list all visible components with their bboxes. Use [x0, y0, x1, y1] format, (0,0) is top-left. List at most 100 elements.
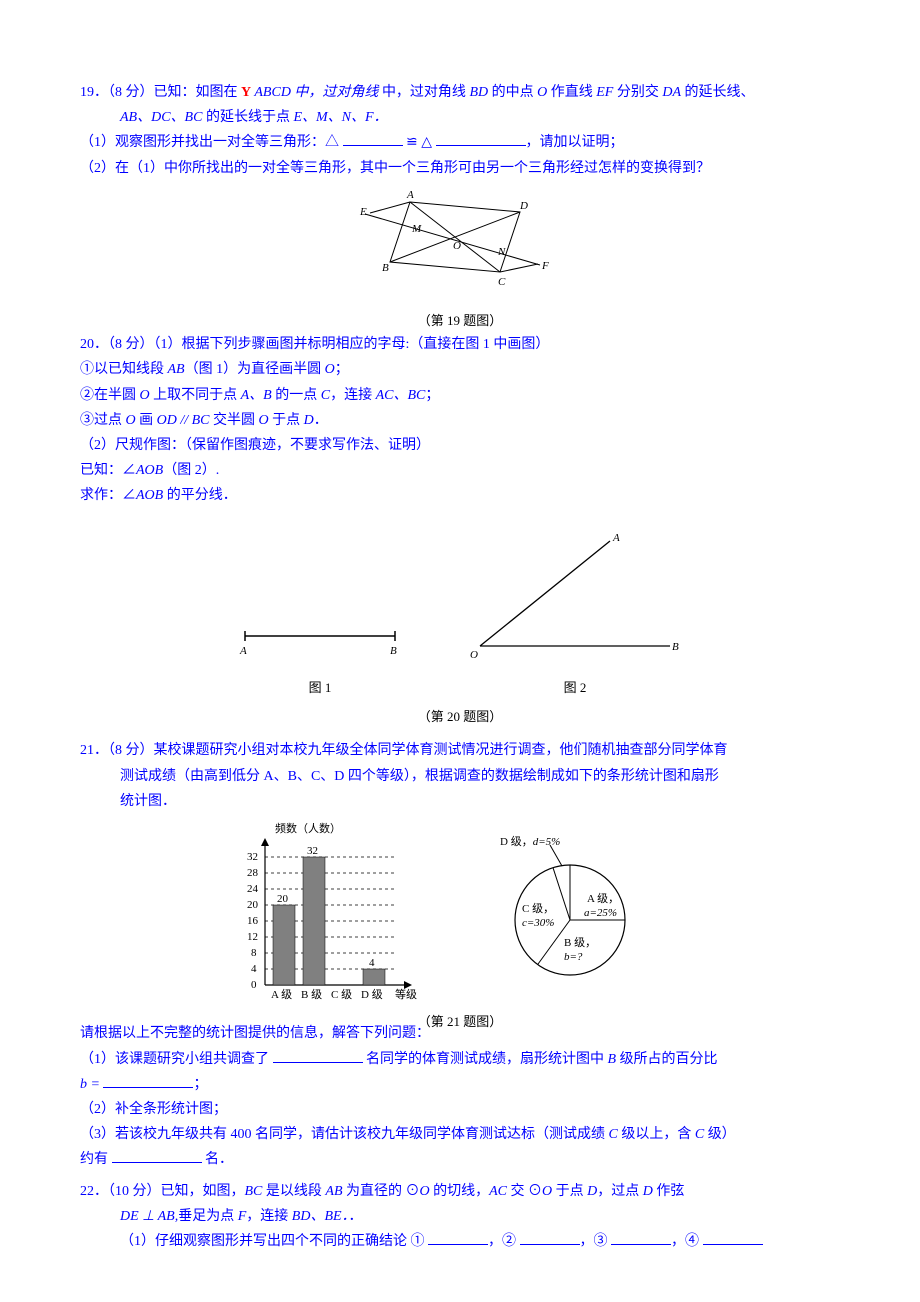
svg-text:4: 4 [251, 963, 257, 975]
q21-p3: （3）若该校九年级共有 400 名同学，请估计该校九年级同学体育测试达标（测试成… [80, 1122, 840, 1147]
q21: 21．（8 分）某校课题研究小组对本校九年级全体同学体育测试情况进行调查，他们随… [80, 738, 840, 814]
fig20-2: O B A 图 2 [460, 526, 690, 699]
q20-l1: 20．（8 分）（1）根据下列步骤画图并标明相应的字母:（直接在图 1 中画图） [80, 332, 840, 357]
text: 的延长线、 [681, 85, 755, 100]
blank-est[interactable] [112, 1148, 202, 1163]
pie-C1: C 级， [522, 902, 554, 915]
text: O [537, 85, 547, 100]
pie-C2: c=30% [522, 917, 554, 929]
q22: 22．（10 分）已知，如图，BC 是以线段 AB 为直径的 ⊙O 的切线，AC… [80, 1179, 840, 1255]
svg-text:0: 0 [251, 979, 257, 991]
q20-l2: ①以已知线段 AB（图 1）为直径画半圆 O； [80, 357, 840, 382]
bar-B [303, 857, 325, 985]
fig20-row: A B 图 1 O B A 图 2 [80, 526, 840, 699]
blank-4[interactable] [703, 1230, 763, 1245]
q19-p1: （1）观察图形并找出一对全等三角形：△ ≌ △ ，请加以证明； [80, 130, 840, 155]
q21-l3: 统计图． [80, 789, 840, 814]
q19-line1: 19．（8 分）已知：如图在 Y ABCD 中，过对角线 中，过对角线 BD 的… [80, 80, 840, 105]
pie-B1: B 级， [564, 936, 596, 949]
q20-l4: ③过点 O 画 OD // BC 交半圆 O 于点 D． [80, 408, 840, 433]
text: 作直线 [547, 85, 596, 100]
lbl: B [672, 641, 679, 653]
text: 19．（8 分）已知：如图在 [80, 85, 241, 100]
fig19-caption: （第 19 题图） [80, 309, 840, 332]
q21-l2: 测试成绩（由高到低分 A、B、C、D 四个等级），根据调查的数据绘制成如下的条形… [80, 764, 840, 789]
lbl-D: D [519, 200, 528, 212]
text: 中，过对角线 [382, 85, 470, 100]
blank-1[interactable] [428, 1230, 488, 1245]
pie-B2: b=? [564, 951, 583, 963]
lbl-C: C [498, 276, 506, 288]
q19-line2: AB、DC、BC 的延长线于点 E、M、N、F． [80, 105, 840, 130]
q21-p3b: 约有 名． [80, 1147, 840, 1172]
fig20-2-svg: O B A [460, 526, 690, 666]
q19: 19．（8 分）已知：如图在 Y ABCD 中，过对角线 中，过对角线 BD 的… [80, 80, 840, 181]
pie-A1: A 级， [587, 892, 619, 905]
val-A: 20 [277, 893, 289, 905]
lbl: O [470, 649, 478, 661]
q20: 20．（8 分）（1）根据下列步骤画图并标明相应的字母:（直接在图 1 中画图）… [80, 332, 840, 508]
lbl-F: F [541, 260, 549, 272]
fig20-caption: （第 20 题图） [80, 705, 840, 728]
text: BD [469, 85, 488, 100]
lbl-O: O [453, 240, 461, 252]
text: 分别交 [613, 85, 662, 100]
lbl-E: E [359, 206, 367, 218]
svg-text:12: 12 [247, 931, 258, 943]
cat: D 级 [361, 988, 383, 1001]
lbl: A [239, 645, 247, 657]
val-D: 4 [369, 957, 375, 969]
lbl-M: M [411, 223, 422, 235]
pie-chart: D 级，d=5% A 级， a=25% C 级， c=30% B 级， b=? [465, 820, 695, 1010]
q20-l3: ②在半圆 O 上取不同于点 A、B 的一点 C，连接 AC、BC； [80, 383, 840, 408]
text: ABCD 中，过对角线 [251, 85, 382, 100]
text: ，请加以证明； [526, 135, 624, 150]
q22-l2: DE ⊥ AB,垂足为点 F，连接 BD、BE．． [80, 1204, 840, 1229]
parallelogram-symbol: Y [241, 85, 251, 100]
fig20-1-svg: A B [230, 616, 410, 666]
text: EF [596, 85, 613, 100]
q21-p1b: b = ； [80, 1072, 840, 1097]
fig19-wrap: A D B C E F M N O [80, 187, 840, 307]
svg-text:28: 28 [247, 867, 259, 879]
bar-D [363, 969, 385, 985]
svg-text:32: 32 [247, 851, 258, 863]
lbl-B: B [382, 262, 389, 274]
q20-l5: （2）尺规作图：（保留作图痕迹，不要求写作法、证明） [80, 433, 840, 458]
text: （1）观察图形并找出一对全等三角形：△ [80, 135, 343, 150]
xlabel: 等级 [395, 987, 417, 1001]
svg-text:16: 16 [247, 915, 259, 927]
cat: A 级 [271, 988, 292, 1001]
pie-A2: a=25% [584, 907, 617, 919]
text: DA [662, 85, 681, 100]
bar-chart: 频数（人数） 0 4 8 12 16 20 24 28 32 [225, 820, 435, 1010]
cat: B 级 [301, 988, 322, 1001]
bar-A [273, 905, 295, 985]
q21-qa: 请根据以上不完整的统计图提供的信息，解答下列问题： [80, 1021, 840, 1046]
text: 的延长线于点 [202, 110, 293, 125]
q22-l1: 22．（10 分）已知，如图，BC 是以线段 AB 为直径的 ⊙O 的切线，AC… [80, 1179, 840, 1204]
text: E、M、N、F． [293, 110, 387, 125]
text: ≌ △ [403, 135, 436, 150]
fig1-label: 图 1 [230, 676, 410, 699]
blank-2[interactable] [520, 1230, 580, 1245]
q20-l6: 已知：∠AOB（图 2）. [80, 458, 840, 483]
svg-text:D 级，d=5%: D 级，d=5% [500, 835, 560, 848]
blank-b[interactable] [103, 1073, 193, 1088]
ylabel: 频数（人数） [275, 821, 341, 835]
blank-count[interactable] [273, 1048, 363, 1063]
lbl-A: A [406, 189, 414, 201]
q21-questions: 请根据以上不完整的统计图提供的信息，解答下列问题： （1）该课题研究小组共调查了… [80, 1021, 840, 1172]
q21-p1: （1）该课题研究小组共调查了 名同学的体育测试成绩，扇形统计图中 B 级所占的百… [80, 1047, 840, 1072]
text: AB、DC、BC [120, 110, 202, 125]
val-B: 32 [307, 845, 318, 857]
blank-triangle2[interactable] [436, 131, 526, 146]
q20-l7: 求作：∠AOB 的平分线． [80, 483, 840, 508]
blank-3[interactable] [611, 1230, 671, 1245]
charts: 频数（人数） 0 4 8 12 16 20 24 28 32 [80, 820, 840, 1010]
fig20-1: A B 图 1 [230, 616, 410, 699]
lbl: B [390, 645, 397, 657]
blank-triangle1[interactable] [343, 131, 403, 146]
cat: C 级 [331, 988, 352, 1001]
q22-p1: （1）仔细观察图形并写出四个不同的正确结论 ① ，② ，③ ，④ [80, 1229, 840, 1254]
